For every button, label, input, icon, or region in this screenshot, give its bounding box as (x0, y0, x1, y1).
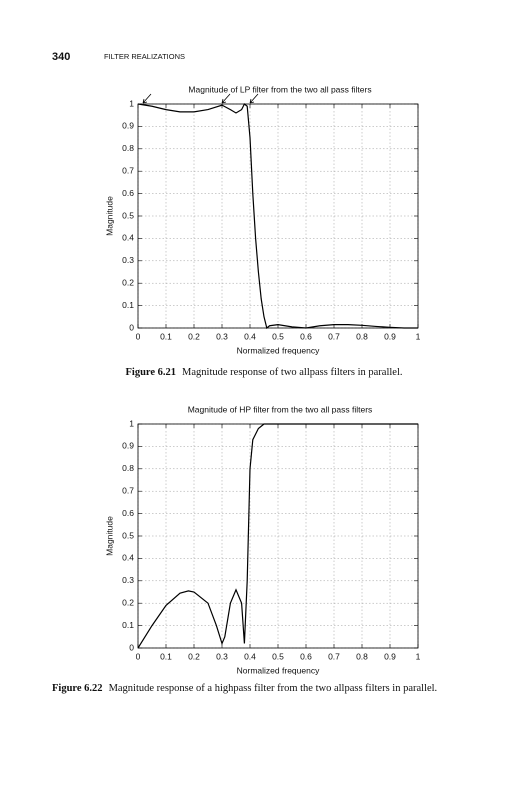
x-axis-label: Normalized frequency (237, 345, 320, 355)
y-tick-label: 0.4 (122, 233, 134, 243)
figure-caption: Figure 6.21 Magnitude response of two all… (0, 366, 528, 379)
y-tick-label: 0.1 (122, 620, 134, 630)
y-tick-label: 0.6 (122, 508, 134, 518)
x-tick-label: 0 (136, 331, 141, 341)
y-tick-label: 0.8 (122, 463, 134, 473)
x-tick-label: 0.1 (160, 651, 172, 661)
y-axis-label: Magnitude (104, 516, 114, 556)
y-tick-label: 0.7 (122, 165, 134, 175)
plot-frame (137, 423, 419, 649)
y-tick-label: 0.9 (122, 121, 134, 131)
arrow (142, 93, 152, 104)
x-tick-label: 0.1 (160, 331, 172, 341)
y-tick-label: 0.2 (122, 277, 134, 287)
figure-label: Figure 6.22 (52, 683, 103, 694)
y-tick-label: 0.3 (122, 255, 134, 265)
y-tick-label: 1 (129, 98, 134, 108)
y-tick-label: 0.6 (122, 188, 134, 198)
caption-text: Magnitude response of a highpass filter … (108, 683, 438, 694)
y-axis-label: Magnitude (104, 196, 114, 236)
y-tick-label: 0.9 (122, 441, 134, 451)
y-tick-label: 0.1 (122, 300, 134, 310)
x-tick-label: 0.3 (216, 331, 228, 341)
x-tick-label: 0.9 (384, 331, 396, 341)
x-tick-label: 0 (136, 651, 141, 661)
y-tick-label: 0.3 (122, 575, 134, 585)
chart-title: Magnitude of LP filter from the two all … (188, 84, 371, 94)
y-tick-label: 0 (129, 642, 134, 652)
x-tick-label: 0.6 (300, 651, 312, 661)
y-tick-label: 0.4 (122, 553, 134, 563)
y-tick-label: 1 (129, 418, 134, 428)
arrow (249, 93, 259, 104)
x-tick-label: 0.5 (272, 331, 284, 341)
y-tick-label: 0.2 (122, 597, 134, 607)
y-tick-label: 0.7 (122, 485, 134, 495)
caption-text: Magnitude response of two allpass filter… (182, 367, 403, 378)
x-tick-label: 1 (416, 651, 421, 661)
x-axis-label: Normalized frequency (237, 665, 320, 675)
x-tick-label: 0.7 (328, 331, 340, 341)
x-tick-label: 0.8 (356, 331, 368, 341)
x-tick-label: 0.5 (272, 651, 284, 661)
y-tick-label: 0 (129, 322, 134, 332)
x-tick-label: 0.3 (216, 651, 228, 661)
y-tick-label: 0.8 (122, 143, 134, 153)
data-line (138, 103, 418, 329)
x-tick-label: 0.4 (244, 651, 256, 661)
figure-label: Figure 6.21 (125, 367, 177, 378)
annotation-arrows (142, 93, 259, 104)
arrow (221, 93, 231, 104)
chart-title: Magnitude of HP filter from the two all … (188, 404, 373, 414)
x-tick-label: 1 (416, 331, 421, 341)
x-tick-label: 0.9 (384, 651, 396, 661)
x-tick-label: 0.6 (300, 331, 312, 341)
x-tick-label: 0.2 (188, 331, 200, 341)
x-tick-label: 0.8 (356, 651, 368, 661)
y-tick-label: 0.5 (122, 210, 134, 220)
x-tick-label: 0.4 (244, 331, 256, 341)
page-number: 340 (52, 51, 70, 63)
x-tick-label: 0.2 (188, 651, 200, 661)
running-head: FILTER REALIZATIONS (104, 52, 185, 61)
y-tick-label: 0.5 (122, 530, 134, 540)
plot-frame (137, 103, 419, 329)
figure-caption: Figure 6.22 Magnitude response of a highp… (52, 682, 466, 695)
x-tick-label: 0.7 (328, 651, 340, 661)
